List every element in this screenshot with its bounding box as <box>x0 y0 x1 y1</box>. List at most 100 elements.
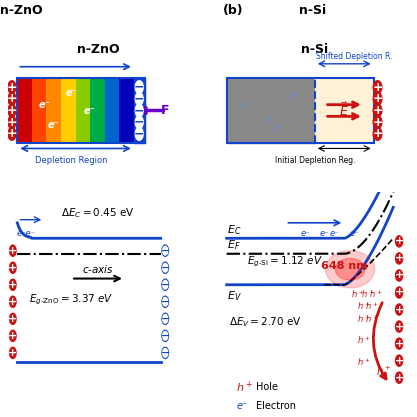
Text: e⁻: e⁻ <box>320 229 329 238</box>
Text: Shifted Depletion R.: Shifted Depletion R. <box>316 52 392 61</box>
Text: e⁻: e⁻ <box>290 91 301 101</box>
Circle shape <box>163 246 168 255</box>
Circle shape <box>373 128 382 140</box>
Text: +: + <box>394 254 404 264</box>
Bar <box>90 78 105 143</box>
Text: +: + <box>372 104 383 117</box>
Circle shape <box>163 349 168 357</box>
Text: e⁻: e⁻ <box>241 100 252 110</box>
Circle shape <box>8 81 16 93</box>
Circle shape <box>135 104 143 117</box>
Text: 648 nm: 648 nm <box>321 261 368 271</box>
Text: $h^+$: $h^+$ <box>357 313 371 325</box>
Circle shape <box>162 262 168 273</box>
Bar <box>18 78 32 143</box>
Text: −: − <box>134 92 144 106</box>
Text: e⁻: e⁻ <box>236 401 248 411</box>
Text: +: + <box>8 314 18 324</box>
Text: $h^+$: $h^+$ <box>376 365 391 378</box>
Text: e⁻: e⁻ <box>38 100 50 110</box>
Bar <box>61 78 75 143</box>
Text: $E_C$: $E_C$ <box>227 223 241 237</box>
Text: +: + <box>394 236 404 246</box>
Circle shape <box>10 296 16 307</box>
Circle shape <box>396 355 403 366</box>
Bar <box>46 78 61 143</box>
Circle shape <box>135 81 143 93</box>
Circle shape <box>396 287 403 298</box>
Circle shape <box>8 93 16 105</box>
Text: $h^+$: $h^+$ <box>357 335 371 347</box>
Circle shape <box>10 330 16 342</box>
Text: +: + <box>394 304 404 314</box>
Text: $E_F$: $E_F$ <box>227 239 240 252</box>
Text: +: + <box>394 287 404 297</box>
Text: $h^+$: $h^+$ <box>365 301 379 312</box>
Circle shape <box>162 313 168 324</box>
Circle shape <box>10 245 16 256</box>
Text: $h^+$: $h^+$ <box>357 357 371 368</box>
Text: $\Delta E_C = 0.45$ eV: $\Delta E_C = 0.45$ eV <box>61 206 135 221</box>
Text: −: − <box>134 80 144 94</box>
Text: +: + <box>8 331 18 341</box>
Circle shape <box>10 347 16 359</box>
Text: $h^+$: $h^+$ <box>369 288 382 300</box>
Ellipse shape <box>326 251 374 288</box>
Text: $c$-axis: $c$-axis <box>82 263 114 275</box>
Text: e⁻: e⁻ <box>266 114 277 124</box>
Text: −: − <box>161 348 170 358</box>
Bar <box>227 78 374 143</box>
Text: +: + <box>372 92 383 106</box>
Circle shape <box>162 296 168 307</box>
Text: −: − <box>161 297 170 307</box>
Circle shape <box>163 280 168 289</box>
Text: −: − <box>161 331 170 341</box>
Circle shape <box>135 128 143 140</box>
Text: $E_V$: $E_V$ <box>227 289 241 303</box>
Text: e⁻: e⁻ <box>300 229 310 238</box>
Text: $E_{g\text{-Si}} = 1.12$ eV: $E_{g\text{-Si}} = 1.12$ eV <box>247 254 324 269</box>
Text: +: + <box>372 127 383 141</box>
Text: +: + <box>394 271 404 281</box>
Circle shape <box>8 104 16 117</box>
Circle shape <box>10 279 16 290</box>
Bar <box>18 78 145 143</box>
Circle shape <box>396 270 403 281</box>
Circle shape <box>162 330 168 342</box>
Bar <box>227 78 315 143</box>
Text: n-ZnO: n-ZnO <box>0 4 42 17</box>
Circle shape <box>373 93 382 105</box>
Text: +: + <box>7 104 17 117</box>
Bar <box>134 78 145 143</box>
Circle shape <box>373 116 382 128</box>
Text: +: + <box>7 80 17 94</box>
Circle shape <box>162 279 168 290</box>
Text: e⁻: e⁻ <box>330 229 339 238</box>
Text: Initial Depletion Reg.: Initial Depletion Reg. <box>274 156 355 165</box>
Text: $h^+$: $h^+$ <box>351 288 365 300</box>
Text: Electron: Electron <box>256 401 296 411</box>
Text: +: + <box>8 348 18 358</box>
Text: (b): (b) <box>223 4 244 17</box>
Text: −: − <box>161 280 170 290</box>
Text: e⁻: e⁻ <box>47 120 59 130</box>
Text: F: F <box>161 104 169 117</box>
Text: e⁻e⁻: e⁻e⁻ <box>17 229 36 238</box>
Text: $h^+$: $h^+$ <box>365 313 379 325</box>
Text: +: + <box>394 339 404 349</box>
Text: Depletion Region: Depletion Region <box>35 156 107 165</box>
Text: n-Si: n-Si <box>299 4 327 17</box>
Text: −: − <box>134 104 144 117</box>
Text: e⁻: e⁻ <box>349 229 359 238</box>
Text: +: + <box>394 322 404 332</box>
Text: $h^+$: $h^+$ <box>361 288 374 300</box>
Circle shape <box>162 347 168 359</box>
Circle shape <box>163 297 168 306</box>
Text: $\Delta E_V = 2.70$ eV: $\Delta E_V = 2.70$ eV <box>229 315 302 329</box>
Text: n-Si: n-Si <box>301 43 329 56</box>
Text: Hole: Hole <box>256 382 278 392</box>
Circle shape <box>135 93 143 105</box>
Text: −: − <box>134 116 144 129</box>
Text: −: − <box>134 127 144 141</box>
Bar <box>75 78 90 143</box>
